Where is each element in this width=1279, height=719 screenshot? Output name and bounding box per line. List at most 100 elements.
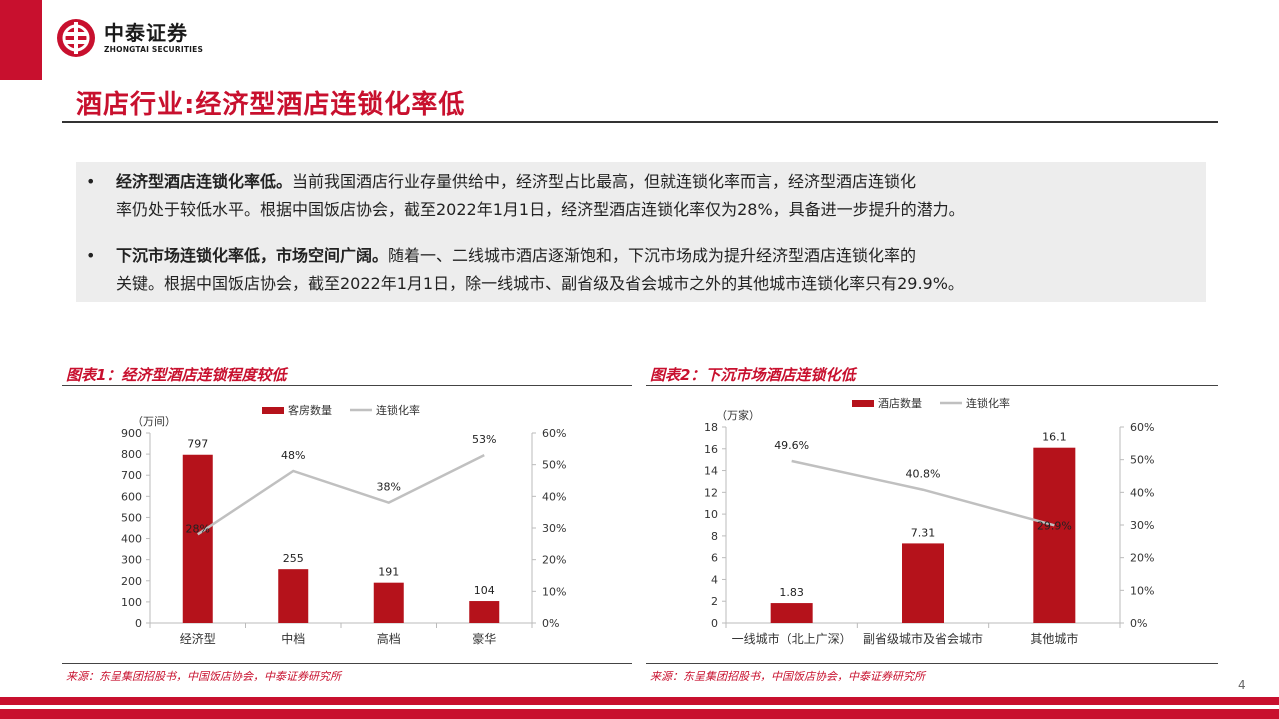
bar xyxy=(1033,447,1076,623)
bullet-line1: 当前我国酒店行业存量供给中，经济型占比最高，但就连锁化率而言，经济型酒店连锁化 xyxy=(292,172,917,191)
legend-label: 客房数量 xyxy=(288,403,332,417)
bullet-text: 经济型酒店连锁化率低。当前我国酒店行业存量供给中，经济型占比最高，但就连锁化率而… xyxy=(116,168,1206,224)
chart2-plot: （万家） 酒店数量 连锁化率 0 2 4 6 8 10 12 14 16 18 0% 10% 20% 30% 40… xyxy=(704,396,1154,646)
y-tick-label-right: 20% xyxy=(542,554,566,567)
x-tick-label: 中档 xyxy=(281,631,305,646)
chart1-source: 来源：东呈集团招股书，中国饭店协会，中泰证券研究所 xyxy=(66,670,341,683)
y-tick-label-left: 12 xyxy=(704,486,718,499)
bullet-dot-icon: • xyxy=(86,172,96,191)
y-tick-label-right: 40% xyxy=(542,490,566,503)
y-tick-label-right: 30% xyxy=(542,522,566,535)
bar-data-label: 104 xyxy=(474,584,495,597)
bar-data-label: 16.1 xyxy=(1042,431,1067,444)
chart1-bottom-rule xyxy=(62,663,632,664)
y-tick-label-right: 50% xyxy=(542,459,566,472)
y-tick-label-left: 0 xyxy=(135,617,142,630)
y-tick-label-left: 800 xyxy=(121,448,142,461)
y-tick-label-left: 8 xyxy=(711,530,718,543)
y-tick-label-left: 4 xyxy=(711,573,718,586)
y-tick-label-left: 0 xyxy=(711,617,718,630)
legend-bar-swatch xyxy=(852,400,874,407)
y-tick-label-left: 14 xyxy=(704,465,718,478)
bar xyxy=(770,603,813,623)
company-logo: 中泰证券 ZHONGTAI SECURITIES xyxy=(56,18,203,58)
bar xyxy=(373,582,404,623)
chart2-bottom-rule xyxy=(646,663,1218,664)
bullet-line2: 关键。根据中国饭店协会，截至2022年1月1日，除一线城市、副省级及省会城市之外… xyxy=(116,274,964,293)
bullet-line1: 随着一、二线城市酒店逐渐饱和，下沉市场成为提升经济型酒店连锁化率的 xyxy=(388,246,917,265)
y-tick-label-left: 300 xyxy=(121,554,142,567)
footer-accent-bar-lower xyxy=(0,709,1279,719)
y-tick-label-left: 200 xyxy=(121,575,142,588)
bar xyxy=(469,601,500,623)
line-series xyxy=(791,459,1055,527)
y-tick-label-right: 60% xyxy=(1130,421,1154,434)
y-tick-label-left: 700 xyxy=(121,469,142,482)
y-tick-label-right: 10% xyxy=(542,585,566,598)
chart1-title: 图表1：经济型酒店连锁程度较低 xyxy=(66,366,287,384)
line-data-label: 29.9% xyxy=(1037,519,1072,532)
page-number: 4 xyxy=(1238,678,1246,692)
header-accent-bar xyxy=(0,0,42,80)
x-tick-label: 副省级城市及省会城市 xyxy=(863,631,983,646)
y-unit-label: （万家） xyxy=(716,408,760,422)
x-tick-label: 一线城市（北上广深） xyxy=(732,631,852,646)
y-unit-label: （万间） xyxy=(132,415,176,428)
bar-data-label: 191 xyxy=(378,566,399,579)
bullet-heading: 下沉市场连锁化率低，市场空间广阔。 xyxy=(116,246,389,265)
footer-accent-bar xyxy=(0,697,1279,705)
line-data-label: 53% xyxy=(472,433,496,446)
bar xyxy=(278,569,309,623)
line-data-label: 38% xyxy=(377,481,401,494)
chart2-title: 图表2：下沉市场酒店连锁化低 xyxy=(650,366,856,384)
y-tick-label-right: 30% xyxy=(1130,519,1154,532)
x-tick-label: 经济型 xyxy=(180,631,216,646)
y-tick-label-right: 0% xyxy=(1130,617,1147,630)
bar-data-label: 1.83 xyxy=(779,586,804,599)
chart2-source: 来源：东呈集团招股书，中国饭店协会，中泰证券研究所 xyxy=(650,670,925,683)
bar-data-label: 7.31 xyxy=(911,526,936,539)
y-tick-label-left: 400 xyxy=(121,533,142,546)
y-tick-label-left: 500 xyxy=(121,511,142,524)
bar-data-label: 797 xyxy=(187,438,208,451)
x-tick-label: 其他城市 xyxy=(1030,631,1078,646)
y-tick-label-left: 2 xyxy=(711,595,718,608)
line-data-label: 28% xyxy=(186,522,210,535)
legend-label: 连锁化率 xyxy=(376,403,420,417)
y-tick-label-left: 100 xyxy=(121,596,142,609)
y-tick-label-right: 40% xyxy=(1130,486,1154,499)
logo-chinese-name: 中泰证券 xyxy=(104,20,188,45)
title-divider xyxy=(62,121,1218,123)
bar xyxy=(182,454,213,623)
bar-data-label: 255 xyxy=(283,552,304,565)
y-tick-label-left: 16 xyxy=(704,443,718,456)
chart1-top-rule xyxy=(62,385,632,386)
chart2-top-rule xyxy=(646,385,1218,386)
line-data-label: 48% xyxy=(281,449,305,462)
chart1-plot: （万间） 客房数量 连锁化率 0 100 200 300 400 500 600 700 800 900… xyxy=(121,403,566,646)
summary-box: • 经济型酒店连锁化率低。当前我国酒店行业存量供给中，经济型占比最高，但就连锁化… xyxy=(76,162,1206,302)
bullet-heading: 经济型酒店连锁化率低。 xyxy=(116,172,293,191)
line-data-label: 49.6% xyxy=(774,439,809,452)
y-tick-label-left: 900 xyxy=(121,427,142,440)
x-tick-label: 高档 xyxy=(377,631,401,646)
y-tick-label-right: 20% xyxy=(1130,552,1154,565)
y-tick-label-right: 10% xyxy=(1130,584,1154,597)
page-title: 酒店行业:经济型酒店连锁化率低 xyxy=(76,90,466,120)
y-tick-label-left: 6 xyxy=(711,552,718,565)
y-tick-label-right: 60% xyxy=(542,427,566,440)
legend-bar-swatch xyxy=(262,407,284,414)
y-tick-label-left: 10 xyxy=(704,508,718,521)
bullet-text: 下沉市场连锁化率低，市场空间广阔。随着一、二线城市酒店逐渐饱和，下沉市场成为提升… xyxy=(116,242,1206,298)
y-tick-label-left: 18 xyxy=(704,421,718,434)
bullet-line2: 率仍处于较低水平。根据中国饭店协会，截至2022年1月1日，经济型酒店连锁化率仅… xyxy=(116,200,965,219)
y-tick-label-right: 50% xyxy=(1130,454,1154,467)
zhongtai-logo-icon xyxy=(57,19,95,57)
line-series xyxy=(197,454,485,536)
x-tick-label: 豪华 xyxy=(472,631,496,646)
logo-english-name: ZHONGTAI SECURITIES xyxy=(104,44,204,54)
y-tick-label-left: 600 xyxy=(121,490,142,503)
legend-label: 酒店数量 xyxy=(878,396,922,410)
bullet-dot-icon: • xyxy=(86,246,96,265)
bar xyxy=(902,543,944,623)
